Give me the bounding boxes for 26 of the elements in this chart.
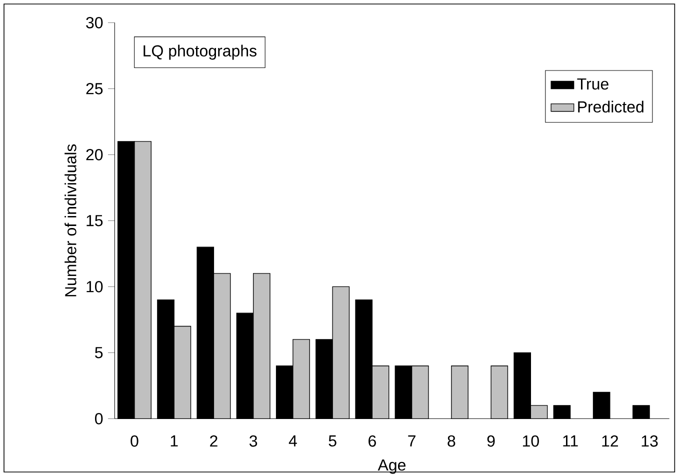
- x-tick-label: 3: [249, 435, 258, 447]
- x-tick-label: 1: [170, 435, 178, 446]
- x-tick-label: 0: [130, 435, 138, 447]
- x-tick-label: 5: [328, 435, 336, 447]
- x-tick-label: 13: [642, 435, 658, 447]
- x-tick-label: 9: [487, 435, 495, 447]
- x-axis-title: Age: [378, 460, 406, 474]
- x-tick-label: 4: [288, 435, 297, 446]
- y-tick-label: 10: [86, 281, 103, 292]
- x-tick-label: 2: [210, 435, 218, 447]
- y-tick-label: 15: [86, 215, 103, 226]
- y-tick-label: 20: [86, 149, 103, 160]
- x-tick-label: 8: [448, 435, 456, 447]
- y-axis-title: Number of individuals: [64, 144, 76, 296]
- legend-label: Predicted: [578, 100, 644, 113]
- y-tick-label: 0: [95, 413, 103, 424]
- x-tick-label: 12: [602, 435, 618, 447]
- x-tick-label: 10: [522, 435, 539, 447]
- y-tick-label: 30: [86, 17, 103, 28]
- legend-label: True: [577, 78, 608, 90]
- text: LQ photographs: [144, 44, 256, 60]
- y-tick-label: 25: [86, 83, 103, 94]
- x-tick-label: 7: [408, 435, 416, 446]
- x-tick-label: 6: [368, 435, 376, 447]
- y-tick-label: 5: [95, 347, 103, 358]
- x-tick-label: 11: [563, 435, 578, 446]
